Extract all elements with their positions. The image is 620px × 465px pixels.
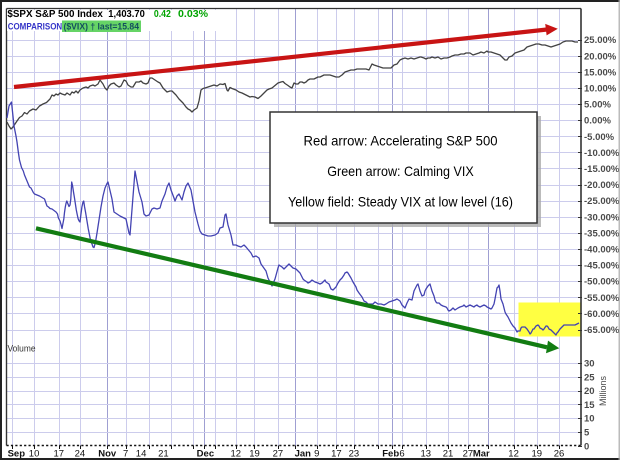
svg-text:25: 25 (584, 372, 595, 383)
svg-text:10: 10 (584, 414, 595, 425)
svg-text:-60.00%: -60.00% (584, 309, 620, 320)
svg-text:-15.00%: -15.00% (584, 164, 620, 175)
svg-text:25.00%: 25.00% (584, 35, 617, 46)
svg-text:Nov: Nov (98, 449, 117, 460)
svg-text:Dec: Dec (197, 449, 214, 460)
svg-text:0.42: 0.42 (154, 8, 171, 20)
svg-text:15.00%: 15.00% (584, 67, 617, 78)
svg-text:10: 10 (29, 449, 40, 460)
svg-text:9: 9 (314, 449, 319, 460)
svg-text:-10.00%: -10.00% (584, 148, 620, 159)
svg-text:0.03%: 0.03% (178, 8, 209, 20)
svg-text:($VIX) † last=15.84: ($VIX) † last=15.84 (64, 22, 140, 33)
svg-text:0: 0 (584, 441, 589, 452)
svg-text:Jan: Jan (295, 449, 312, 460)
svg-text:15: 15 (584, 400, 595, 411)
svg-text:Red arrow: Accelerating S&P 50: Red arrow: Accelerating S&P 500 (304, 133, 498, 149)
svg-text:19: 19 (532, 449, 543, 460)
svg-text:12: 12 (231, 449, 242, 460)
svg-text:-25.00%: -25.00% (584, 196, 620, 207)
svg-text:30: 30 (584, 359, 595, 370)
svg-text:-40.00%: -40.00% (584, 245, 620, 256)
svg-text:-45.00%: -45.00% (584, 261, 620, 272)
svg-text:20: 20 (584, 386, 595, 397)
svg-text:Millions: Millions (598, 376, 608, 407)
svg-text:14: 14 (136, 449, 147, 460)
svg-text:17: 17 (54, 449, 65, 460)
svg-text:-20.00%: -20.00% (584, 180, 620, 191)
svg-text:19: 19 (249, 449, 260, 460)
svg-text:5: 5 (584, 428, 590, 439)
svg-text:10.00%: 10.00% (584, 84, 617, 95)
svg-text:27: 27 (273, 449, 284, 460)
svg-text:Feb: Feb (382, 449, 399, 460)
svg-text:20.00%: 20.00% (584, 51, 617, 62)
svg-text:-35.00%: -35.00% (584, 228, 620, 239)
svg-text:5.00%: 5.00% (584, 100, 611, 111)
svg-text:1,403.70: 1,403.70 (108, 8, 145, 20)
svg-text:Yellow field: Steady VIX at lo: Yellow field: Steady VIX at low level (1… (288, 194, 513, 210)
svg-text:6: 6 (399, 449, 404, 460)
svg-text:-50.00%: -50.00% (584, 277, 620, 288)
svg-text:21: 21 (158, 449, 169, 460)
svg-text:-5.00%: -5.00% (584, 132, 615, 143)
svg-text:-30.00%: -30.00% (584, 212, 620, 223)
svg-text:0.00%: 0.00% (584, 116, 611, 127)
svg-text:27: 27 (463, 449, 474, 460)
svg-text:24: 24 (75, 449, 86, 460)
svg-text:Green arrow: Calming VIX: Green arrow: Calming VIX (327, 163, 474, 179)
svg-text:Sep: Sep (8, 449, 26, 460)
svg-text:17: 17 (331, 449, 342, 460)
svg-text:COMPARISON: COMPARISON (8, 22, 63, 33)
svg-text:7: 7 (123, 449, 128, 460)
svg-text:Mar: Mar (473, 449, 490, 460)
svg-text:-55.00%: -55.00% (584, 293, 620, 304)
svg-text:13: 13 (421, 449, 432, 460)
svg-text:26: 26 (554, 449, 565, 460)
svg-text:23: 23 (349, 449, 360, 460)
svg-text:12: 12 (508, 449, 519, 460)
svg-text:Volume: Volume (8, 344, 36, 354)
svg-text:$SPX S&P 500 Index: $SPX S&P 500 Index (7, 8, 103, 20)
svg-text:21: 21 (443, 449, 454, 460)
svg-text:-65.00%: -65.00% (584, 325, 620, 336)
